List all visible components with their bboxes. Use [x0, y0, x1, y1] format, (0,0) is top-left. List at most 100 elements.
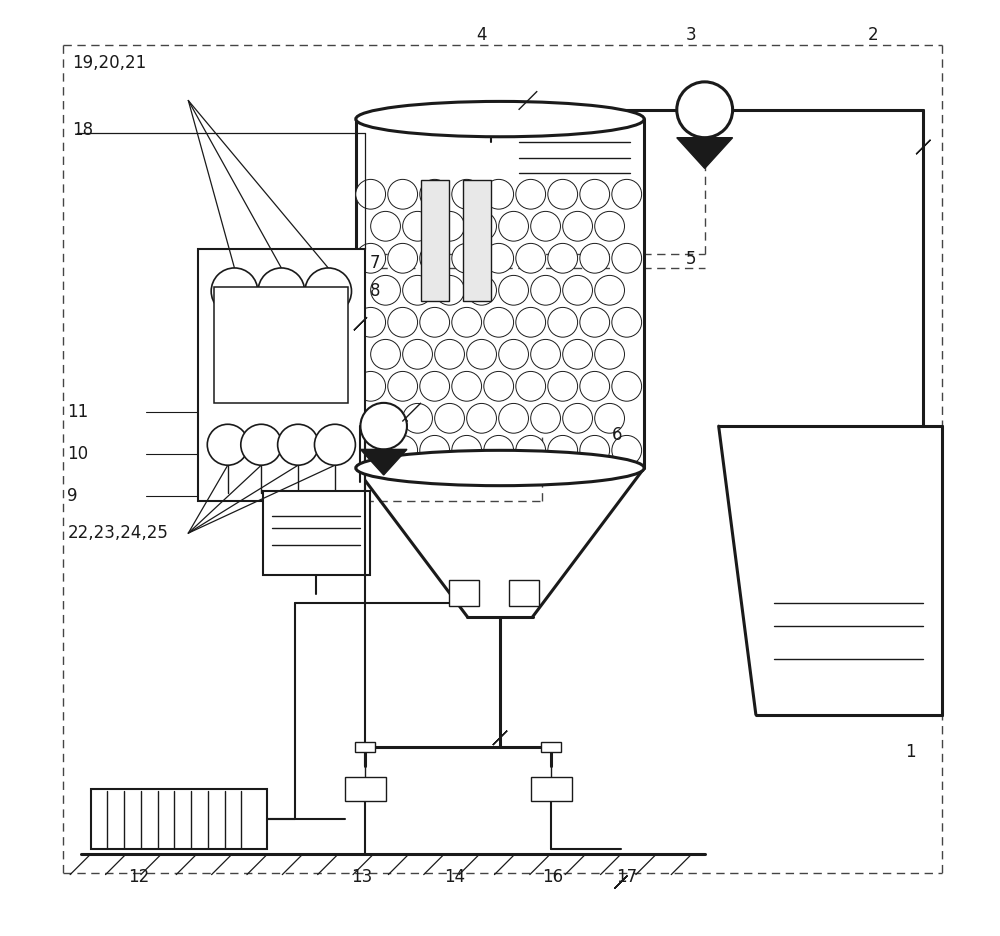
Circle shape [548, 372, 578, 402]
Circle shape [484, 243, 514, 273]
Circle shape [207, 424, 248, 465]
Circle shape [420, 435, 450, 465]
Circle shape [612, 435, 642, 465]
Circle shape [548, 435, 578, 465]
Text: 8: 8 [370, 283, 380, 300]
Circle shape [388, 180, 418, 209]
Circle shape [580, 307, 610, 337]
Text: 12: 12 [128, 869, 149, 886]
Circle shape [420, 243, 450, 273]
Circle shape [580, 372, 610, 402]
Bar [345, 777, 386, 801]
Ellipse shape [356, 101, 644, 137]
Circle shape [420, 307, 450, 337]
Text: 16: 16 [542, 869, 563, 886]
Circle shape [499, 275, 528, 305]
Circle shape [371, 340, 400, 369]
Circle shape [371, 275, 400, 305]
Circle shape [516, 372, 546, 402]
Text: 22,23,24,25: 22,23,24,25 [67, 524, 168, 542]
Circle shape [467, 403, 496, 433]
Circle shape [420, 372, 450, 402]
Circle shape [371, 403, 400, 433]
Circle shape [548, 243, 578, 273]
Circle shape [371, 212, 400, 241]
Circle shape [516, 435, 546, 465]
Circle shape [612, 372, 642, 402]
Circle shape [612, 180, 642, 209]
Circle shape [484, 307, 514, 337]
Circle shape [595, 275, 624, 305]
Circle shape [548, 180, 578, 209]
Circle shape [360, 402, 407, 449]
Bar [449, 579, 479, 606]
Circle shape [612, 243, 642, 273]
Circle shape [499, 403, 528, 433]
Circle shape [356, 435, 386, 465]
Circle shape [548, 307, 578, 337]
Bar [509, 579, 539, 606]
Polygon shape [614, 875, 627, 888]
Circle shape [452, 180, 482, 209]
Circle shape [314, 424, 355, 465]
Text: 6: 6 [612, 427, 622, 445]
Circle shape [516, 180, 546, 209]
Circle shape [467, 212, 496, 241]
Circle shape [467, 275, 496, 305]
Circle shape [516, 307, 546, 337]
Circle shape [305, 268, 352, 314]
Circle shape [452, 372, 482, 402]
Text: 1: 1 [905, 743, 915, 761]
Text: 10: 10 [67, 445, 88, 463]
Text: 19,20,21: 19,20,21 [72, 54, 146, 72]
Circle shape [516, 243, 546, 273]
Bar [541, 742, 561, 753]
Circle shape [677, 81, 733, 138]
Circle shape [484, 435, 514, 465]
Bar [463, 180, 491, 300]
Circle shape [403, 340, 432, 369]
Circle shape [211, 268, 258, 314]
Circle shape [499, 212, 528, 241]
Circle shape [241, 424, 282, 465]
Circle shape [435, 340, 464, 369]
Circle shape [388, 435, 418, 465]
Circle shape [612, 307, 642, 337]
Circle shape [580, 243, 610, 273]
Circle shape [403, 212, 432, 241]
Text: 18: 18 [72, 122, 93, 139]
Polygon shape [354, 317, 367, 330]
Text: 2: 2 [868, 26, 878, 44]
Bar [531, 777, 572, 801]
Bar [91, 789, 267, 850]
Circle shape [531, 212, 560, 241]
Circle shape [595, 340, 624, 369]
Circle shape [484, 180, 514, 209]
Circle shape [435, 275, 464, 305]
Text: 9: 9 [67, 487, 78, 505]
Circle shape [595, 403, 624, 433]
Bar [421, 180, 449, 300]
Circle shape [531, 340, 560, 369]
Circle shape [420, 180, 450, 209]
Circle shape [356, 243, 386, 273]
Bar [198, 249, 365, 501]
Circle shape [531, 403, 560, 433]
Polygon shape [677, 138, 733, 168]
Polygon shape [493, 731, 507, 745]
Circle shape [563, 403, 592, 433]
Text: 14: 14 [444, 869, 465, 886]
Bar [214, 286, 348, 402]
Circle shape [258, 268, 305, 314]
Bar [263, 491, 370, 575]
Circle shape [356, 180, 386, 209]
Circle shape [388, 243, 418, 273]
Circle shape [356, 372, 386, 402]
Circle shape [595, 212, 624, 241]
Polygon shape [519, 91, 537, 110]
Circle shape [435, 403, 464, 433]
Ellipse shape [356, 450, 644, 486]
Circle shape [356, 307, 386, 337]
Text: 15: 15 [402, 468, 423, 487]
Circle shape [278, 424, 319, 465]
